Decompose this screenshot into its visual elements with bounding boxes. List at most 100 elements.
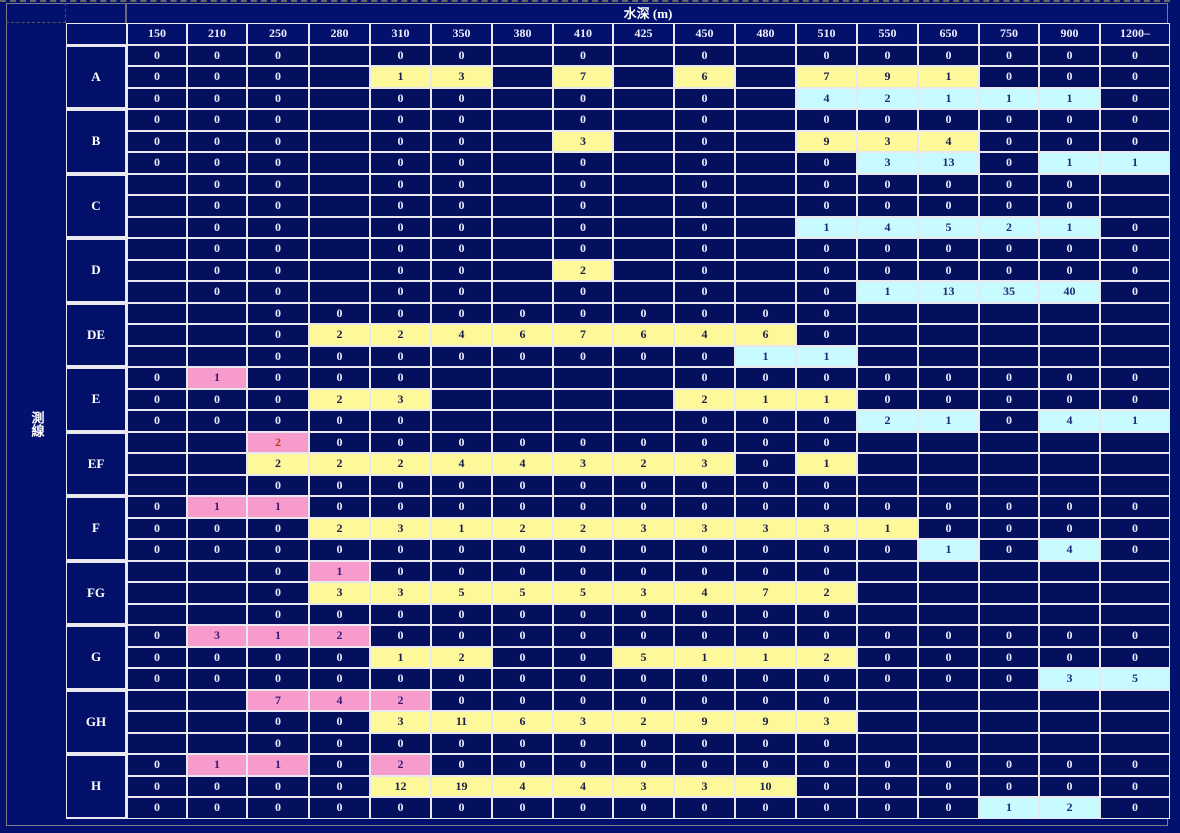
- data-cell: 0: [370, 44, 431, 66]
- data-cell: 1: [187, 496, 247, 518]
- data-cell: [309, 173, 370, 195]
- data-cell: 0: [431, 173, 492, 195]
- data-cell: 0: [187, 173, 247, 195]
- data-cell: 0: [918, 238, 979, 260]
- data-cell: 0: [370, 496, 431, 518]
- data-cell: [857, 711, 918, 733]
- data-cell: [857, 689, 918, 711]
- data-cell: 0: [979, 195, 1039, 217]
- data-cell: [735, 195, 796, 217]
- data-cell: 0: [127, 130, 187, 152]
- data-cell: 0: [613, 431, 674, 453]
- column-header-row: 150 210 250 280 310 350 380 410 425 450 480 510 550 6…: [66, 23, 1170, 45]
- data-cell: 0: [247, 410, 309, 432]
- data-cell: [553, 367, 613, 389]
- table-row: EF 2 0 0 0 0 0 0 0 0 0: [66, 431, 1170, 496]
- data-cell: 0: [674, 130, 735, 152]
- data-cell: [127, 582, 187, 604]
- data-cell: 1: [1100, 410, 1170, 432]
- depth-axis-title: 水深 (m): [623, 6, 673, 21]
- data-cell: 0: [857, 797, 918, 819]
- data-cell: 0: [674, 259, 735, 281]
- corner-cell: [6, 3, 66, 23]
- data-cell: [1100, 474, 1170, 496]
- data-cell: 0: [370, 474, 431, 496]
- data-cell: 0: [553, 173, 613, 195]
- data-cell: [309, 195, 370, 217]
- data-cell: [918, 474, 979, 496]
- data-cell: [857, 560, 918, 582]
- data-cell: 0: [674, 302, 735, 324]
- data-cell: [1039, 560, 1100, 582]
- data-cell: 0: [127, 754, 187, 776]
- data-cell: 0: [492, 496, 553, 518]
- data-cell: 0: [309, 431, 370, 453]
- data-cell: 0: [979, 625, 1039, 647]
- data-cell: 0: [979, 539, 1039, 561]
- column-header-depth: 210: [187, 23, 247, 45]
- data-cell: [613, 109, 674, 131]
- data-cell: 0: [187, 87, 247, 109]
- data-cell: 0: [553, 152, 613, 174]
- data-cell: 0: [796, 797, 857, 819]
- data-cell: [492, 44, 553, 66]
- data-cell: 0: [918, 754, 979, 776]
- data-cell: [735, 238, 796, 260]
- data-cell: 0: [492, 560, 553, 582]
- data-cell: 0: [1039, 775, 1100, 797]
- data-cell: 0: [247, 259, 309, 281]
- data-cell: [613, 87, 674, 109]
- data-cell: 0: [309, 646, 370, 668]
- data-cell: 2: [492, 517, 553, 539]
- data-cell: 0: [431, 474, 492, 496]
- data-cell: 0: [370, 539, 431, 561]
- data-cell: 1: [796, 453, 857, 475]
- data-cell: 0: [1100, 646, 1170, 668]
- data-cell: 3: [370, 517, 431, 539]
- data-cell: [1100, 173, 1170, 195]
- data-cell: 0: [796, 775, 857, 797]
- data-cell: 0: [127, 367, 187, 389]
- data-cell: 2: [1039, 797, 1100, 819]
- data-cell: [492, 281, 553, 303]
- data-cell: 0: [553, 431, 613, 453]
- data-cell: 0: [370, 410, 431, 432]
- data-cell: 0: [492, 302, 553, 324]
- data-cell: 0: [431, 109, 492, 131]
- data-cell: [979, 560, 1039, 582]
- data-cell: 6: [674, 66, 735, 88]
- data-cell: [918, 302, 979, 324]
- data-cell: [735, 87, 796, 109]
- data-cell: [735, 281, 796, 303]
- data-cell: 2: [370, 754, 431, 776]
- data-cell: 2: [370, 453, 431, 475]
- data-cell: [127, 732, 187, 754]
- data-cell: [492, 173, 553, 195]
- data-cell: 0: [431, 216, 492, 238]
- column-header-depth: 450: [674, 23, 735, 45]
- data-cell: 0: [247, 195, 309, 217]
- data-cell: 0: [674, 560, 735, 582]
- data-cell: 0: [370, 87, 431, 109]
- data-cell: 1: [247, 754, 309, 776]
- data-cell: 0: [857, 44, 918, 66]
- data-cell: 1: [735, 388, 796, 410]
- data-cell: [979, 474, 1039, 496]
- data-cell: 3: [553, 130, 613, 152]
- data-cell: 13: [918, 152, 979, 174]
- data-cell: 2: [370, 689, 431, 711]
- data-cell: 0: [247, 582, 309, 604]
- data-cell: 7: [553, 324, 613, 346]
- data-cell: 0: [553, 345, 613, 367]
- data-cell: 0: [187, 216, 247, 238]
- data-cell: [127, 238, 187, 260]
- data-cell: 6: [735, 324, 796, 346]
- data-cell: 0: [674, 689, 735, 711]
- data-cell: [735, 109, 796, 131]
- data-cell: [613, 238, 674, 260]
